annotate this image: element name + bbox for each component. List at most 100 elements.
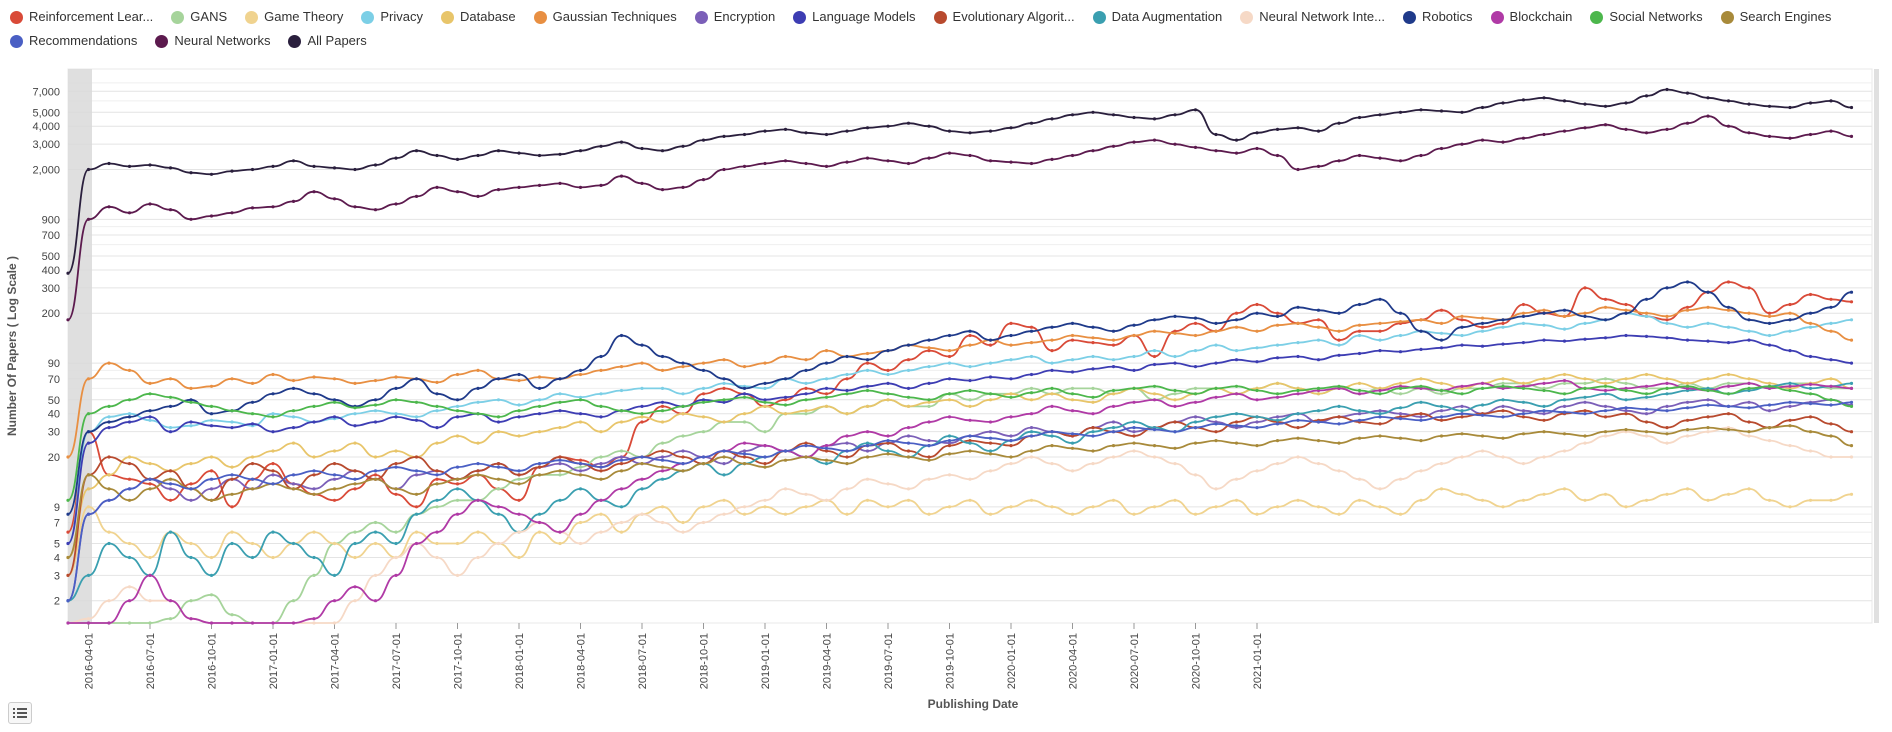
data-point[interactable] [1132, 140, 1136, 144]
data-point[interactable] [763, 505, 767, 509]
legend-item[interactable]: Reinforcement Lear... [10, 8, 153, 26]
data-point[interactable] [701, 455, 706, 459]
data-point[interactable] [886, 452, 890, 456]
data-point[interactable] [1706, 498, 1710, 502]
data-point[interactable] [619, 487, 624, 491]
data-point[interactable] [291, 482, 296, 486]
data-point[interactable] [353, 469, 357, 473]
data-point[interactable] [148, 477, 152, 481]
data-point[interactable] [435, 441, 439, 445]
data-point[interactable] [435, 473, 439, 477]
data-point[interactable] [1849, 455, 1854, 459]
data-point[interactable] [804, 412, 808, 416]
data-point[interactable] [1214, 430, 1218, 434]
data-point[interactable] [168, 617, 173, 621]
data-point[interactable] [1398, 159, 1403, 163]
data-point[interactable] [1808, 449, 1813, 453]
data-point[interactable] [1070, 392, 1075, 396]
data-point[interactable] [1009, 439, 1013, 443]
data-point[interactable] [1234, 420, 1239, 424]
data-point[interactable] [701, 462, 706, 466]
data-point[interactable] [1439, 338, 1444, 342]
data-point[interactable] [660, 400, 665, 404]
data-point[interactable] [127, 555, 132, 560]
data-point[interactable] [1685, 280, 1690, 284]
data-point[interactable] [127, 585, 132, 589]
data-point[interactable] [1419, 415, 1423, 419]
data-point[interactable] [189, 400, 193, 404]
data-point[interactable] [148, 202, 152, 206]
data-point[interactable] [1726, 381, 1731, 385]
data-point[interactable] [783, 512, 788, 516]
series-line[interactable] [67, 312, 1852, 545]
data-point[interactable] [947, 441, 952, 445]
data-point[interactable] [722, 400, 726, 404]
data-point[interactable] [271, 430, 275, 434]
data-point[interactable] [1255, 469, 1259, 473]
data-point[interactable] [1111, 455, 1116, 459]
data-point[interactable] [1829, 321, 1833, 325]
data-point[interactable] [578, 512, 583, 516]
data-point[interactable] [1234, 311, 1239, 315]
data-point[interactable] [1521, 381, 1526, 385]
data-point[interactable] [189, 498, 193, 502]
data-point[interactable] [1152, 117, 1157, 121]
data-point[interactable] [1132, 386, 1136, 390]
data-point[interactable] [517, 185, 521, 189]
data-point[interactable] [1193, 333, 1198, 338]
data-point[interactable] [1173, 142, 1177, 146]
data-point[interactable] [783, 159, 788, 163]
data-point[interactable] [1542, 377, 1546, 381]
data-point[interactable] [496, 149, 501, 153]
data-point[interactable] [1296, 418, 1300, 422]
data-point[interactable] [148, 163, 152, 167]
data-point[interactable] [1029, 434, 1034, 438]
data-point[interactable] [230, 465, 234, 469]
data-point[interactable] [763, 400, 767, 404]
data-point[interactable] [660, 441, 665, 445]
data-point[interactable] [742, 386, 747, 390]
data-point[interactable] [1132, 115, 1136, 120]
data-point[interactable] [1255, 360, 1259, 364]
data-point[interactable] [1419, 329, 1423, 333]
data-point[interactable] [1316, 308, 1321, 312]
data-point[interactable] [619, 520, 624, 525]
data-point[interactable] [865, 384, 870, 388]
data-point[interactable] [230, 530, 234, 534]
data-point[interactable] [1275, 343, 1280, 347]
data-point[interactable] [1378, 487, 1382, 491]
data-point[interactable] [640, 146, 644, 151]
data-point[interactable] [1357, 436, 1362, 440]
data-point[interactable] [619, 365, 624, 369]
data-point[interactable] [517, 555, 521, 560]
data-point[interactable] [1767, 409, 1772, 413]
data-point[interactable] [435, 392, 439, 396]
data-point[interactable] [660, 420, 665, 424]
data-point[interactable] [1009, 343, 1013, 347]
data-point[interactable] [312, 492, 316, 496]
data-point[interactable] [722, 358, 726, 362]
data-point[interactable] [250, 555, 255, 560]
series-line[interactable] [67, 379, 1852, 624]
data-point[interactable] [1624, 381, 1628, 385]
data-point[interactable] [1378, 422, 1382, 426]
data-point[interactable] [1521, 498, 1526, 502]
data-point[interactable] [148, 573, 152, 578]
data-point[interactable] [1234, 151, 1239, 155]
data-point[interactable] [1419, 498, 1423, 502]
data-point[interactable] [353, 477, 357, 481]
data-point[interactable] [1234, 138, 1239, 142]
data-point[interactable] [1644, 420, 1649, 424]
data-point[interactable] [414, 149, 419, 153]
data-point[interactable] [824, 458, 829, 462]
data-point[interactable] [1419, 412, 1423, 416]
data-point[interactable] [1029, 430, 1034, 434]
data-point[interactable] [1849, 400, 1854, 404]
data-point[interactable] [496, 430, 501, 434]
data-point[interactable] [804, 505, 808, 509]
data-point[interactable] [517, 512, 521, 516]
data-point[interactable] [1091, 386, 1095, 390]
data-point[interactable] [86, 217, 91, 221]
data-point[interactable] [1829, 398, 1833, 402]
series-line[interactable] [67, 382, 1852, 602]
